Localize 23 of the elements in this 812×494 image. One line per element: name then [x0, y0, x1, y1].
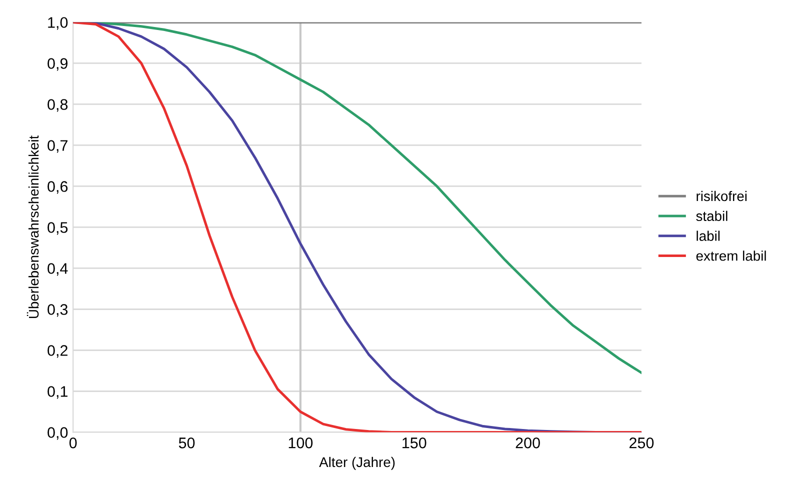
- y-tick-label: 0,3: [48, 304, 68, 317]
- x-tick-label: 150: [402, 438, 426, 448]
- y-tick-label: 0,1: [48, 386, 68, 399]
- x-tick-label: 0: [69, 438, 77, 448]
- y-tick-label: 0,7: [48, 140, 68, 153]
- y-tick-label: 0,2: [48, 345, 68, 358]
- x-tick-label: 250: [630, 438, 654, 448]
- y-tick-label: 0,4: [48, 263, 68, 276]
- x-tick-label: 100: [288, 438, 313, 448]
- x-axis-title: Alter (Jahre): [319, 456, 395, 470]
- legend-label: risikofrei: [696, 190, 747, 202]
- x-tick-label: 200: [516, 438, 540, 448]
- y-tick-label: 0,9: [48, 58, 68, 71]
- legend-label: extrem labil: [696, 250, 766, 261]
- y-tick-label: 0,0: [48, 427, 68, 440]
- y-tick-label: 0,5: [48, 222, 68, 235]
- y-axis-title: Überlebenswahrscheinlichkeit: [26, 135, 39, 318]
- y-tick-label: 0,8: [48, 99, 68, 112]
- legend-label: stabil: [696, 210, 728, 222]
- legend-label: labil: [696, 230, 720, 241]
- x-tick-label: 50: [178, 438, 195, 448]
- y-tick-label: 1,0: [48, 17, 68, 30]
- y-tick-label: 0,6: [48, 181, 68, 194]
